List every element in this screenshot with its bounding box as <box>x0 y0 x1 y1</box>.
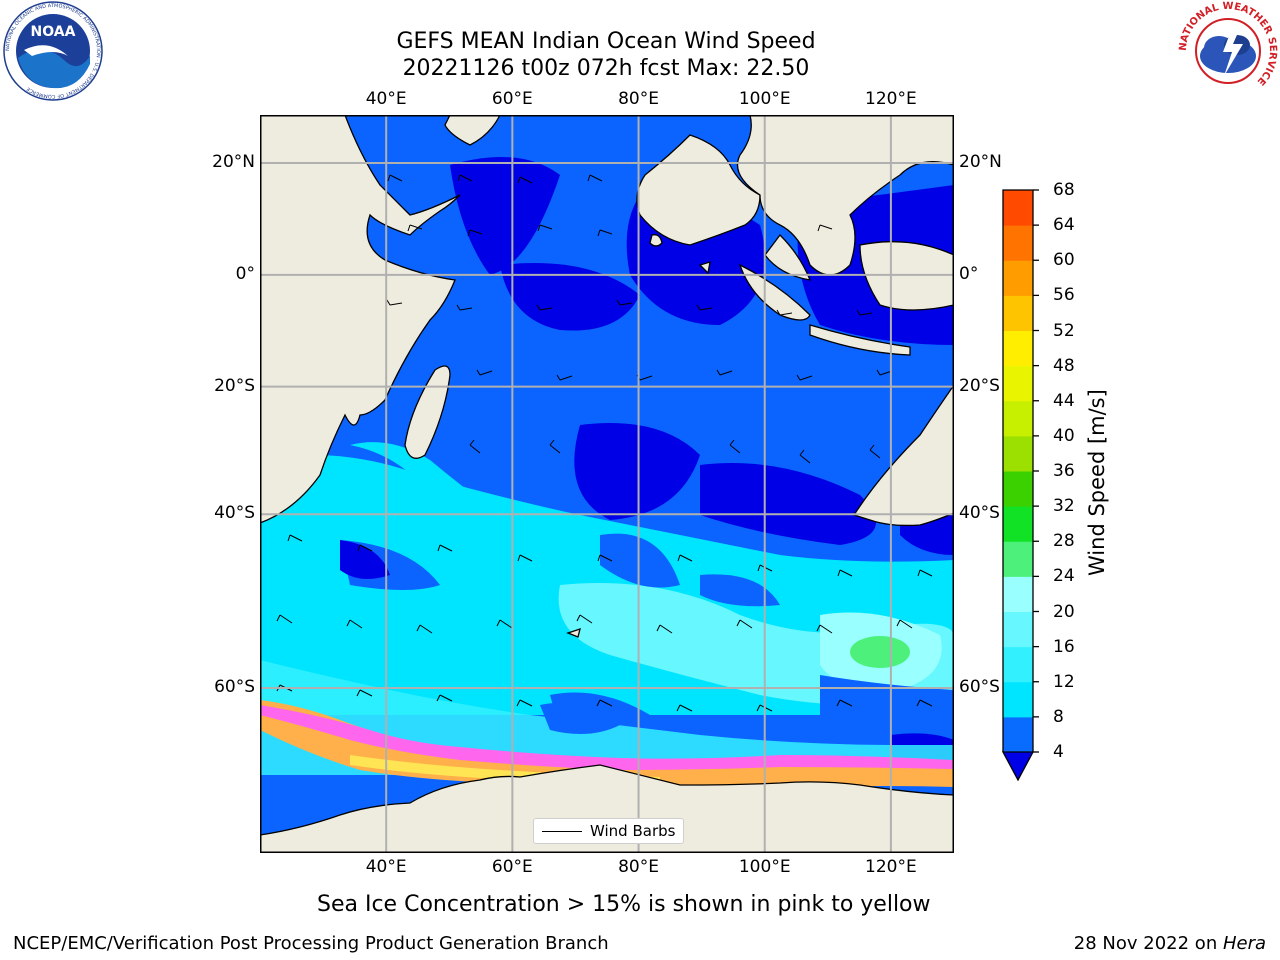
colorbar-tick-label: 64 <box>1053 215 1075 236</box>
lon-label-top: 40°E <box>365 89 407 109</box>
lat-label-right: 0° <box>959 263 979 284</box>
lon-label-bottom: 40°E <box>365 857 407 877</box>
colorbar-band <box>1003 400 1033 437</box>
land-areas <box>260 115 954 853</box>
colorbar-band <box>1003 260 1033 296</box>
wind-barbs-legend: Wind Barbs <box>533 818 685 844</box>
footer-date: 28 Nov 2022 on Hera <box>1074 933 1266 955</box>
svg-text:NOAA: NOAA <box>31 24 76 40</box>
lat-label-right: 60°S <box>959 677 1000 698</box>
lat-label-right: 40°S <box>959 503 1000 524</box>
footer-host: Hera <box>1222 933 1266 954</box>
colorbar-band <box>1003 506 1033 542</box>
colorbar-tick-label: 24 <box>1053 566 1075 587</box>
chart-title-line1: GEFS MEAN Indian Ocean Wind Speed <box>396 29 816 54</box>
lon-label-top: 120°E <box>865 89 917 109</box>
colorbar-tick-label: 52 <box>1053 320 1075 341</box>
colorbar-tick-label: 4 <box>1053 742 1064 762</box>
colorbar-tick-label: 44 <box>1053 390 1075 411</box>
colorbar-tick-label: 56 <box>1053 285 1075 306</box>
colorbar-band <box>1003 576 1033 612</box>
lon-label-top: 100°E <box>738 89 791 109</box>
legend-label: Wind Barbs <box>590 822 676 840</box>
lon-label-bottom: 60°E <box>491 857 533 877</box>
colorbar-band <box>1003 435 1033 472</box>
lon-label-top: 80°E <box>618 89 659 109</box>
colorbar-tick-label: 16 <box>1053 636 1075 657</box>
colorbar <box>1001 189 1039 782</box>
lat-label-left: 20°S <box>214 375 255 396</box>
colorbar-tick-label: 12 <box>1053 671 1075 692</box>
lat-label-right: 20°S <box>959 375 1000 396</box>
lon-label-bottom: 120°E <box>865 857 917 877</box>
lat-label-left: 60°S <box>214 677 255 698</box>
colorbar-tick-label: 32 <box>1053 496 1075 517</box>
map-frame <box>260 115 954 853</box>
lat-label-left: 40°S <box>214 503 255 524</box>
colorbar-band <box>1003 716 1033 753</box>
colorbar-band <box>1003 646 1033 683</box>
wind-max-area <box>850 636 910 668</box>
lon-label-bottom: 80°E <box>618 857 659 877</box>
nws-logo: NATIONAL WEATHER SERVICE <box>1178 1 1278 100</box>
noaa-logo: NATIONAL OCEANIC AND ATMOSPHERIC ADMINIS… <box>3 1 103 101</box>
colorbar-tick-label: 8 <box>1053 706 1064 727</box>
sea-ice-caption: Sea Ice Concentration > 15% is shown in … <box>317 892 931 917</box>
map-panel <box>260 115 954 853</box>
colorbar-tick-label: 40 <box>1053 425 1075 446</box>
lat-label-right: 20°N <box>959 152 1002 172</box>
colorbar-tick-label: 48 <box>1053 355 1075 376</box>
colorbar-band <box>1003 365 1033 402</box>
colorbar-tick-label: 68 <box>1053 180 1075 200</box>
colorbar-band <box>1003 471 1033 507</box>
colorbar-band <box>1003 541 1033 577</box>
footer-credit: NCEP/EMC/Verification Post Processing Pr… <box>13 933 609 954</box>
lat-label-left: 20°N <box>212 152 255 172</box>
colorbar-tick-label: 36 <box>1053 461 1075 481</box>
legend-barb-line <box>542 831 582 832</box>
colorbar-tick-label: 60 <box>1053 250 1075 271</box>
colorbar-band <box>1003 330 1033 367</box>
colorbar-band <box>1003 295 1033 331</box>
colorbar-band <box>1003 681 1033 718</box>
lon-label-top: 60°E <box>491 89 533 109</box>
wind-barb-row <box>387 174 603 184</box>
colorbar-under-arrow <box>1001 751 1035 782</box>
colorbar-band <box>1003 190 1033 226</box>
wind-barbs-field <box>276 174 933 712</box>
colorbar-band <box>1003 225 1033 261</box>
colorbar-tick-label: 20 <box>1053 601 1075 622</box>
lat-label-left: 0° <box>235 263 255 284</box>
colorbar-tick-label: 28 <box>1053 531 1075 552</box>
chart-title-line2: 20221126 t00z 072h fcst Max: 22.50 <box>402 56 810 81</box>
colorbar-band <box>1003 611 1033 648</box>
lon-label-bottom: 100°E <box>738 857 791 877</box>
graticule <box>260 115 954 853</box>
footer-date-text: 28 Nov 2022 on <box>1073 933 1223 954</box>
colorbar-title: Wind Speed [m/s] <box>1085 389 1109 576</box>
